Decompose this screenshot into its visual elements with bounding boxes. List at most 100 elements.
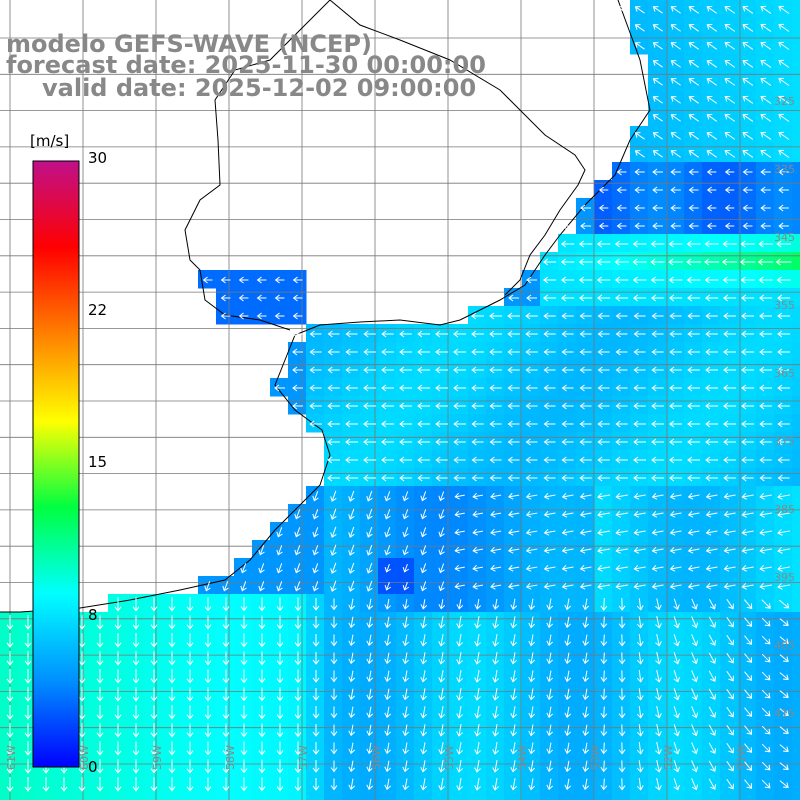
latitude-label: 325 [774,95,795,108]
wind-cell [756,306,775,325]
wind-arrow [708,742,717,754]
wind-arrow [779,744,789,752]
wind-arrow [636,634,644,647]
wind-arrow [366,778,374,791]
wind-cell [162,756,181,775]
wind-arrow [578,258,593,266]
wind-cell [630,306,649,325]
wind-arrow [366,580,373,592]
wind-cell [90,756,109,775]
wind-arrow [724,59,736,68]
wind-arrow [525,492,538,500]
wind-arrow [402,545,409,556]
wind-arrow [722,240,737,248]
wind-cell [774,162,793,181]
wind-arrow [348,508,355,520]
wind-arrow [580,222,592,230]
wind-cell [684,360,703,379]
wind-arrow [222,759,230,774]
wind-arrow [618,670,626,683]
wind-cell [756,216,775,235]
wind-arrow [490,546,502,554]
wind-cell [684,162,703,181]
wind-cell [324,648,343,667]
wind-cell [558,360,577,379]
wind-arrow [528,634,536,647]
wind-cell [684,504,703,523]
wind-cell [594,576,613,595]
wind-cell [0,702,19,721]
wind-arrow [760,186,771,194]
wind-cell [486,666,505,685]
wind-cell [504,720,523,739]
latitude-label: 345 [774,231,795,244]
wind-cell [720,216,739,235]
wind-arrow [543,492,556,500]
wind-arrow [579,492,592,500]
wind-arrow [742,204,753,212]
wind-arrow [742,95,754,104]
wind-arrow [438,527,445,538]
wind-cell [630,342,649,361]
wind-cell [792,270,800,289]
wind-cell [378,414,397,433]
wind-cell [162,594,181,613]
wind-cell [342,324,361,343]
wind-cell [792,702,800,721]
wind-arrow [24,615,32,630]
wind-arrow [96,705,104,720]
wind-arrow [384,778,392,791]
latitude-label: 395 [774,571,795,584]
wind-arrow [724,149,736,158]
latitude-label: 365 [774,367,795,380]
wind-cell [612,234,631,253]
wind-cell [612,540,631,559]
wind-arrow [150,777,158,792]
wind-cell [252,594,271,613]
wind-arrow [472,582,483,590]
wind-cell [360,432,379,451]
wind-arrow [528,760,536,773]
wind-cell [288,792,307,800]
wind-arrow [168,633,176,648]
wind-cell [414,666,433,685]
wind-cell [504,378,523,397]
wind-arrow [240,777,248,792]
wind-arrow [600,760,608,773]
wind-arrow [724,77,736,86]
wind-cell [252,540,271,559]
wind-arrow [759,366,773,374]
wind-cell [162,774,181,793]
wind-arrow [186,741,194,756]
wind-arrow [651,402,664,410]
wind-arrow [636,724,644,737]
wind-arrow [258,651,266,666]
wind-cell [504,450,523,469]
wind-arrow [294,687,302,702]
wind-arrow [312,598,320,611]
wind-cell [720,504,739,523]
wind-arrow [618,652,626,665]
wind-arrow [705,456,718,464]
wind-arrow [673,706,680,719]
wind-cell [90,720,109,739]
wind-cell [36,792,55,800]
wind-arrow [668,258,683,266]
wind-cell [504,522,523,541]
wind-cell [612,306,631,325]
wind-arrow [597,294,611,302]
wind-arrow [741,420,754,428]
wind-cell [342,630,361,649]
wind-arrow [312,563,319,574]
longitude-label: 55W [443,745,456,770]
wind-arrow [726,634,734,646]
wind-cell [702,432,721,451]
wind-cell [468,738,487,757]
wind-cell [396,504,415,523]
wind-cell [612,216,631,235]
colorbar-unit: [m/s] [30,132,70,150]
wind-cell [504,756,523,775]
wind-cell [180,738,199,757]
latitude-label: 415 [774,707,795,720]
wind-arrow [384,724,392,737]
